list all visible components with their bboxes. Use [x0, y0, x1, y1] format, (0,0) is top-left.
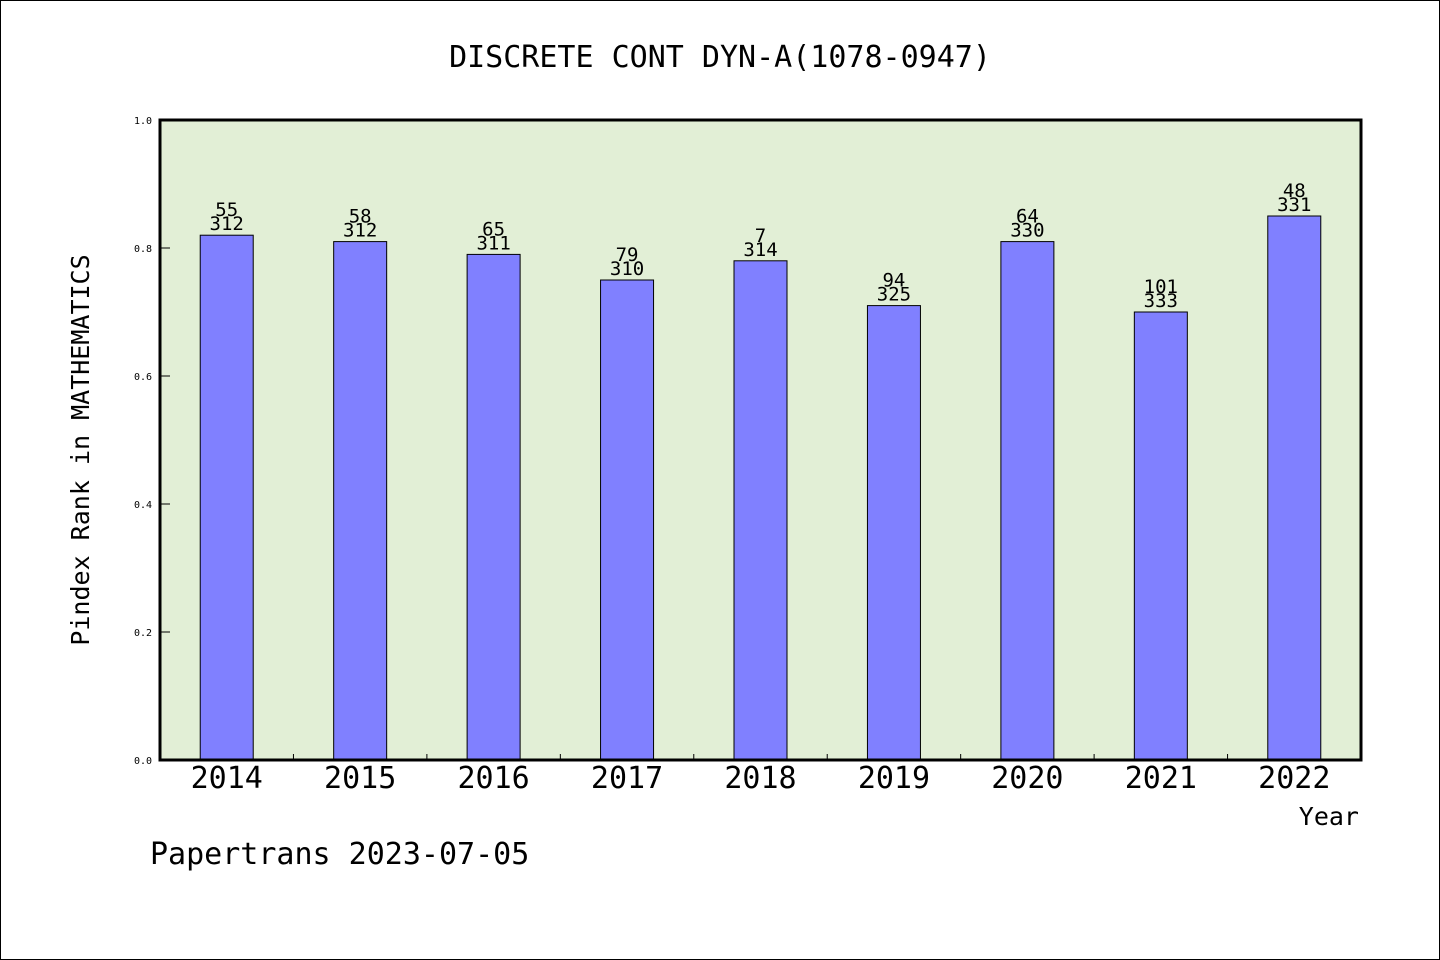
x-tick-label: 2017: [591, 761, 663, 796]
bar-2018: [733, 260, 788, 761]
rank-label: 55: [215, 199, 238, 221]
total-label: 325: [877, 284, 911, 306]
x-tick-label: 2018: [724, 761, 796, 796]
rank-label: 94: [882, 270, 905, 292]
total-label: 331: [1277, 194, 1311, 216]
bar-2016: [466, 253, 521, 761]
bar-2020: [1000, 241, 1055, 761]
plot-border: [158, 118, 1363, 762]
rank-label: 64: [1016, 206, 1039, 228]
bar-2022: [1267, 215, 1322, 761]
chart-title: DISCRETE CONT DYN-A(1078-0947): [449, 40, 991, 75]
total-label: 314: [743, 239, 777, 261]
x-tick-label: 2015: [324, 761, 396, 796]
x-tick-label: 2021: [1125, 761, 1197, 796]
rank-label: 48: [1283, 180, 1306, 202]
x-tick-label: 2014: [191, 761, 263, 796]
x-tick-label: 2016: [457, 761, 529, 796]
y-tick-label: 1.0: [134, 116, 152, 127]
footer-text: Papertrans 2023-07-05: [150, 837, 529, 872]
rank-label: 65: [482, 218, 505, 240]
total-label: 311: [476, 232, 510, 254]
rank-label: 58: [349, 206, 372, 228]
rank-label: 79: [616, 244, 639, 266]
y-axis-label: Pindex Rank in MATHEMATICS: [66, 254, 95, 645]
bar-2017: [600, 279, 655, 761]
rank-label: 101: [1144, 276, 1178, 298]
y-tick-label: 0.8: [134, 244, 152, 255]
total-label: 312: [210, 213, 244, 235]
total-label: 310: [610, 258, 644, 280]
x-tick-label: 2019: [858, 761, 930, 796]
bar-2021: [1133, 311, 1188, 761]
y-tick-label: 0.6: [134, 372, 152, 383]
y-tick-label: 0.0: [134, 756, 152, 767]
x-axis-label: Year: [1299, 802, 1359, 831]
total-label: 312: [343, 220, 377, 242]
x-axis: 2014 2015 2016 2017 2018 2019 2020 2021 2022: [191, 754, 1330, 796]
bar-2019: [866, 305, 921, 761]
bars-group: [199, 215, 1322, 761]
x-tick-label: 2022: [1258, 761, 1330, 796]
y-tick-label: 0.4: [134, 500, 152, 511]
x-tick-label: 2020: [991, 761, 1063, 796]
bar-2015: [333, 241, 388, 761]
y-tick-label: 0.2: [134, 628, 152, 639]
total-label: 330: [1010, 220, 1044, 242]
total-label: 333: [1144, 290, 1178, 312]
bar-2014: [199, 234, 254, 761]
rank-label: 7: [755, 225, 766, 247]
